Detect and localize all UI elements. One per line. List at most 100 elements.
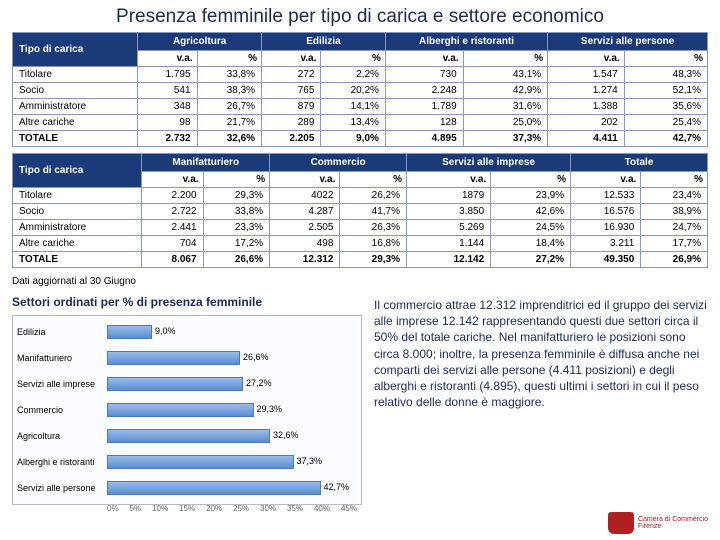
cell: 5.269 xyxy=(407,220,491,236)
t2-sub: v.a. xyxy=(270,172,340,188)
t2-tipo-header: Tipo di carica xyxy=(13,154,142,188)
cell: 2,2% xyxy=(321,67,386,83)
t2-s1: Commercio xyxy=(270,154,407,172)
row-label: Altre cariche xyxy=(13,236,142,252)
table-row: Titolare1.79533,8%2722,2%73043,1%1.54748… xyxy=(13,67,708,83)
cell: 16.930 xyxy=(571,220,641,236)
t2-sub: v.a. xyxy=(407,172,491,188)
cell: 498 xyxy=(270,236,340,252)
t1-sub: % xyxy=(624,51,707,67)
total-cell: 29,3% xyxy=(340,252,407,268)
total-cell: 27,2% xyxy=(491,252,571,268)
t1-s2: Alberghi e ristoranti xyxy=(385,33,547,51)
t2-sub: v.a. xyxy=(142,172,203,188)
bar-fill xyxy=(107,455,294,469)
bar-label: Agricoltura xyxy=(17,431,107,441)
cell: 1.795 xyxy=(138,67,197,83)
t1-tipo-header: Tipo di carica xyxy=(13,33,138,67)
cell: 128 xyxy=(385,115,463,131)
axis-tick: 30% xyxy=(260,504,276,513)
cell: 2.722 xyxy=(142,204,203,220)
table-row: Socio54138,3%76520,2%2.24842,9%1.27452,1… xyxy=(13,83,708,99)
cell: 12.533 xyxy=(571,188,641,204)
logo-mark-icon xyxy=(608,512,634,534)
cell: 3.850 xyxy=(407,204,491,220)
cell: 1.388 xyxy=(548,99,625,115)
cell: 18,4% xyxy=(491,236,571,252)
total-cell: 26,9% xyxy=(641,252,708,268)
bar-label: Servizi alle imprese xyxy=(17,379,107,389)
table2: Tipo di carica Manifatturiero Commercio … xyxy=(12,153,708,268)
cell: 1.144 xyxy=(407,236,491,252)
cell: 16.576 xyxy=(571,204,641,220)
t2-sub: % xyxy=(203,172,270,188)
axis-tick: 45% xyxy=(341,504,357,513)
t1-sub: % xyxy=(321,51,386,67)
bar-label: Servizi alle persone xyxy=(17,483,107,493)
cell: 29,3% xyxy=(203,188,270,204)
t1-sub: v.a. xyxy=(548,51,625,67)
total-cell: 4.411 xyxy=(548,131,625,147)
cell: 1.789 xyxy=(385,99,463,115)
row-label: Socio xyxy=(13,83,138,99)
cell: 4.287 xyxy=(270,204,340,220)
bar-label: Commercio xyxy=(17,405,107,415)
bar-value: 27,2% xyxy=(246,378,272,388)
cell: 1.274 xyxy=(548,83,625,99)
cell: 25,0% xyxy=(463,115,548,131)
cell: 23,9% xyxy=(491,188,571,204)
cell: 289 xyxy=(262,115,321,131)
total-cell: 12.312 xyxy=(270,252,340,268)
t2-s2: Servizi alle imprese xyxy=(407,154,571,172)
page-title: Presenza femminile per tipo di carica e … xyxy=(0,0,720,32)
cell: 16,8% xyxy=(340,236,407,252)
total-cell: 2.205 xyxy=(262,131,321,147)
cell: 13,4% xyxy=(321,115,386,131)
bar-row: Servizi alle imprese 27,2% xyxy=(17,374,357,394)
t1-s0: Agricoltura xyxy=(138,33,262,51)
cell: 38,9% xyxy=(641,204,708,220)
bar-value: 32,6% xyxy=(273,430,299,440)
total-label: TOTALE xyxy=(13,252,142,268)
bar-fill xyxy=(107,403,254,417)
row-label: Titolare xyxy=(13,188,142,204)
axis-tick: 35% xyxy=(287,504,303,513)
bar-value: 42,7% xyxy=(324,482,350,492)
total-cell: 12.142 xyxy=(407,252,491,268)
axis-tick: 40% xyxy=(314,504,330,513)
cell: 20,2% xyxy=(321,83,386,99)
cell: 98 xyxy=(138,115,197,131)
t1-s3: Servizi alle persone xyxy=(548,33,708,51)
table-row: Socio2.72233,8%4.28741,7%3.85042,6%16.57… xyxy=(13,204,708,220)
bar-value: 29,3% xyxy=(256,404,282,414)
row-label: Amministratore xyxy=(13,99,138,115)
cell: 38,3% xyxy=(197,83,262,99)
cell: 24,7% xyxy=(641,220,708,236)
bar-row: Agricoltura 32,6% xyxy=(17,426,357,446)
total-cell: 2.732 xyxy=(138,131,197,147)
cell: 730 xyxy=(385,67,463,83)
cell: 31,6% xyxy=(463,99,548,115)
cell: 348 xyxy=(138,99,197,115)
chart-axis: 0%5%10%15%20%25%30%35%40%45% xyxy=(107,504,357,513)
bar-value: 37,3% xyxy=(297,456,323,466)
cell: 41,7% xyxy=(340,204,407,220)
cell: 879 xyxy=(262,99,321,115)
t2-sub: v.a. xyxy=(571,172,641,188)
cell: 52,1% xyxy=(624,83,707,99)
t1-sub: v.a. xyxy=(262,51,321,67)
total-cell: 26,6% xyxy=(203,252,270,268)
chart-title: Settori ordinati per % di presenza femmi… xyxy=(12,295,362,309)
table-row: Titolare2.20029,3%402226,2%187923,9%12.5… xyxy=(13,188,708,204)
cell: 17,7% xyxy=(641,236,708,252)
bar-label: Alberghi e ristoranti xyxy=(17,457,107,467)
table1-wrap: Tipo di carica Agricoltura Edilizia Albe… xyxy=(0,32,720,147)
bar-row: Manifatturiero26,6% xyxy=(17,348,357,368)
cell: 21,7% xyxy=(197,115,262,131)
logo-text: Camera di Commercio Firenze xyxy=(638,516,708,530)
cell: 26,2% xyxy=(340,188,407,204)
axis-tick: 20% xyxy=(206,504,222,513)
t1-sub: % xyxy=(463,51,548,67)
cell: 33,8% xyxy=(203,204,270,220)
bar-fill xyxy=(107,325,152,339)
